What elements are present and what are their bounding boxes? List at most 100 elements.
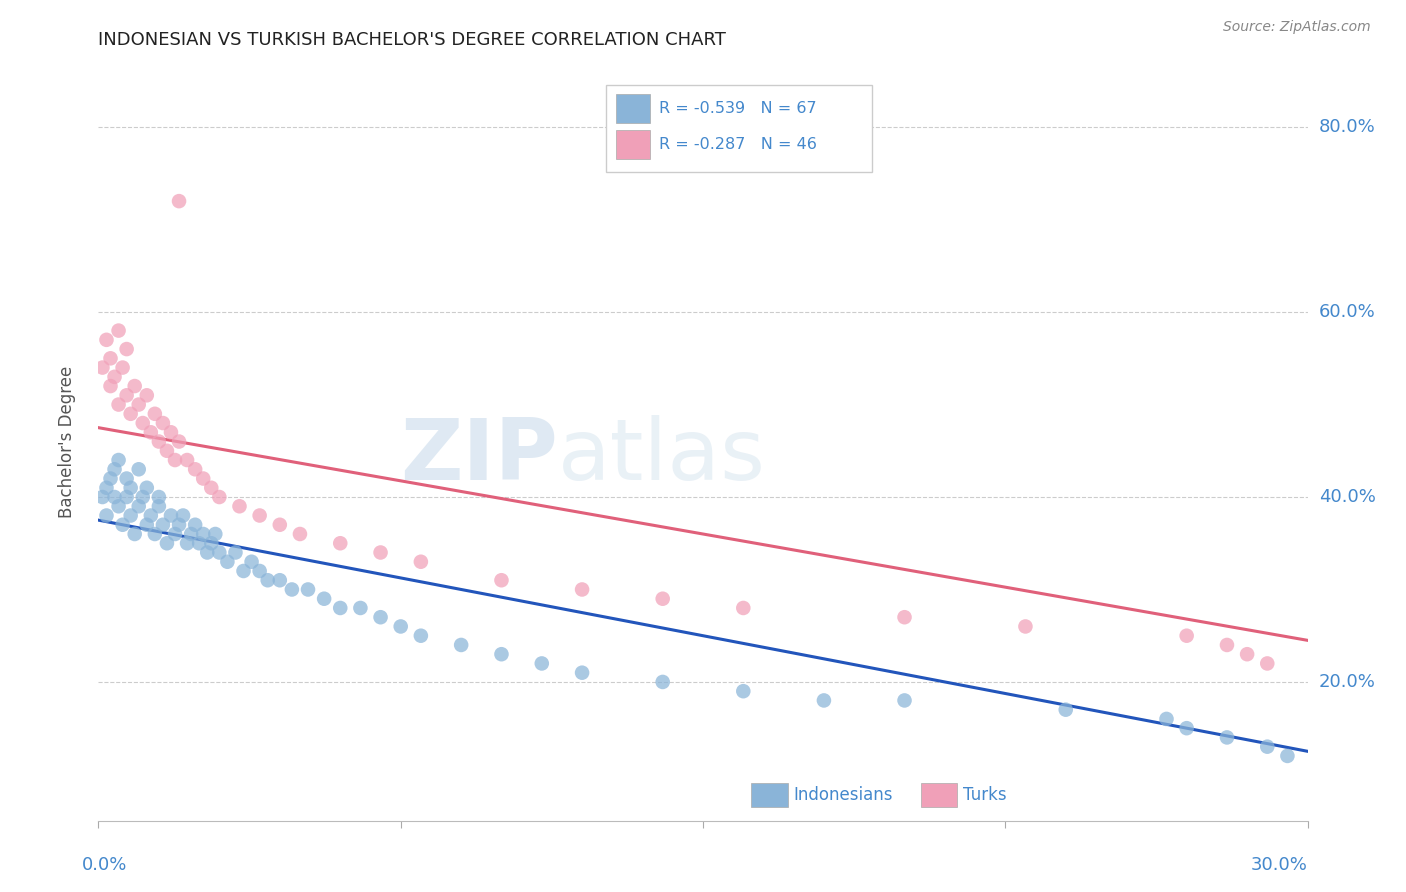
Point xyxy=(176,453,198,467)
Point xyxy=(208,490,231,504)
Point xyxy=(148,434,170,449)
Point xyxy=(100,471,122,485)
Point xyxy=(103,490,125,504)
Point xyxy=(893,693,915,707)
Point xyxy=(269,573,291,587)
Point xyxy=(115,490,138,504)
Point xyxy=(115,471,138,485)
Point xyxy=(107,324,129,338)
Point xyxy=(893,610,915,624)
Text: Turks: Turks xyxy=(963,786,1007,804)
Point xyxy=(813,693,835,707)
Point xyxy=(491,647,513,661)
FancyBboxPatch shape xyxy=(616,95,650,123)
Point xyxy=(172,508,194,523)
Point xyxy=(128,462,150,476)
Point xyxy=(96,508,118,523)
Point xyxy=(571,665,593,680)
Point xyxy=(148,500,170,514)
Point xyxy=(107,500,129,514)
FancyBboxPatch shape xyxy=(606,85,872,172)
Point xyxy=(124,379,146,393)
Point xyxy=(1216,638,1239,652)
Point xyxy=(314,591,336,606)
Point xyxy=(163,527,186,541)
Text: 60.0%: 60.0% xyxy=(1319,303,1375,321)
Text: 40.0%: 40.0% xyxy=(1319,488,1375,506)
Point xyxy=(733,601,755,615)
Point xyxy=(128,500,150,514)
Point xyxy=(530,657,553,671)
Point xyxy=(450,638,472,652)
Point xyxy=(217,555,239,569)
Text: 20.0%: 20.0% xyxy=(1319,673,1375,691)
Point xyxy=(1175,629,1198,643)
Point xyxy=(1175,721,1198,735)
Point xyxy=(100,379,122,393)
Point xyxy=(200,536,222,550)
Text: 80.0%: 80.0% xyxy=(1319,118,1375,136)
Point xyxy=(256,573,278,587)
Point xyxy=(143,407,166,421)
Point xyxy=(143,527,166,541)
Point xyxy=(152,416,174,430)
Point xyxy=(1256,739,1278,754)
Text: Indonesians: Indonesians xyxy=(794,786,893,804)
Point xyxy=(128,398,150,412)
Point xyxy=(1236,647,1258,661)
Point xyxy=(204,527,226,541)
Point xyxy=(103,369,125,384)
Text: atlas: atlas xyxy=(558,415,766,499)
Point xyxy=(188,536,211,550)
Point xyxy=(91,490,114,504)
Point xyxy=(176,536,198,550)
Point xyxy=(167,194,190,208)
Text: 30.0%: 30.0% xyxy=(1251,855,1308,874)
Point xyxy=(180,527,202,541)
Point xyxy=(120,508,142,523)
Point xyxy=(139,425,162,440)
Text: ZIP: ZIP xyxy=(401,415,558,499)
Point xyxy=(409,629,432,643)
Point xyxy=(1014,619,1036,633)
Point xyxy=(389,619,412,633)
Point xyxy=(107,453,129,467)
Point xyxy=(115,388,138,402)
Point xyxy=(651,591,673,606)
Point xyxy=(135,517,157,532)
Point xyxy=(281,582,304,597)
Point xyxy=(124,527,146,541)
Y-axis label: Bachelor's Degree: Bachelor's Degree xyxy=(58,366,76,517)
FancyBboxPatch shape xyxy=(751,783,787,807)
Point xyxy=(193,471,215,485)
Point xyxy=(107,398,129,412)
Point xyxy=(152,517,174,532)
Point xyxy=(135,388,157,402)
Point xyxy=(329,601,352,615)
Point xyxy=(349,601,371,615)
Point xyxy=(100,351,122,366)
Point xyxy=(111,517,134,532)
Point xyxy=(120,481,142,495)
Point xyxy=(91,360,114,375)
Point xyxy=(1054,703,1077,717)
Point xyxy=(167,517,190,532)
Point xyxy=(103,462,125,476)
Point xyxy=(297,582,319,597)
Point xyxy=(200,481,222,495)
Point xyxy=(228,500,250,514)
Point xyxy=(269,517,291,532)
Point xyxy=(651,675,673,690)
Point xyxy=(733,684,755,698)
Point xyxy=(329,536,352,550)
Point xyxy=(120,407,142,421)
Text: 0.0%: 0.0% xyxy=(83,855,128,874)
Point xyxy=(111,360,134,375)
Point xyxy=(232,564,254,578)
Text: Source: ZipAtlas.com: Source: ZipAtlas.com xyxy=(1223,20,1371,34)
Point xyxy=(132,416,155,430)
Point xyxy=(224,545,246,559)
Point xyxy=(167,434,190,449)
Point xyxy=(184,517,207,532)
Point xyxy=(571,582,593,597)
